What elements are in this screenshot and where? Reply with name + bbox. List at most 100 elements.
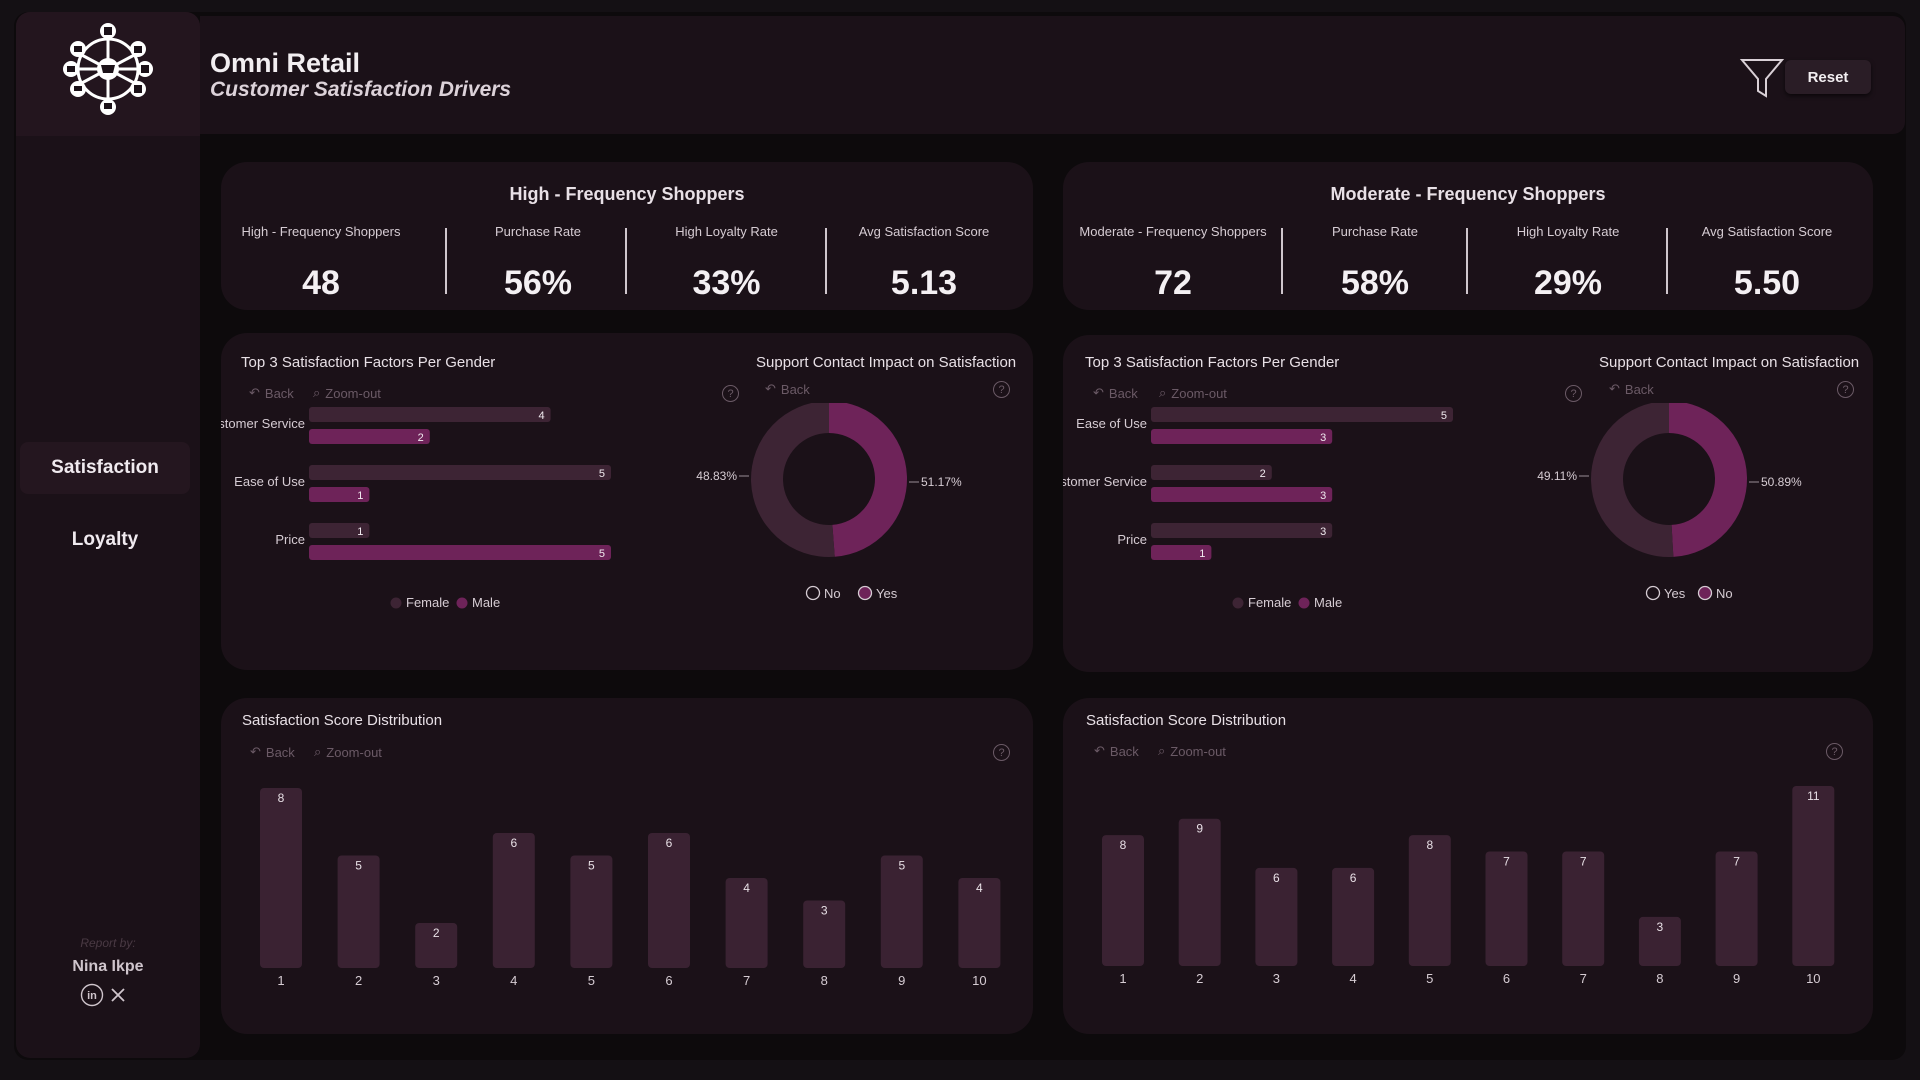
factor-bar-female bbox=[309, 523, 370, 538]
distribution-bar-value: 5 bbox=[355, 859, 362, 873]
high-factors-chart: Customer Service 4 2 Ease of Use 5 1 Price 1 5 Fe… bbox=[221, 407, 611, 610]
distribution-bar bbox=[337, 855, 380, 968]
factor-bar-value: 3 bbox=[1320, 490, 1326, 502]
kpi-label: Purchase Rate bbox=[495, 224, 581, 239]
distribution-bar-value: 3 bbox=[1657, 920, 1664, 934]
filter-icon[interactable] bbox=[1739, 56, 1785, 102]
moderate-kpi-panel: Moderate - Frequency Shoppers Moderate -… bbox=[1063, 162, 1873, 310]
distribution-tick-label: 2 bbox=[355, 973, 362, 988]
donut-slice-no bbox=[829, 403, 907, 557]
distribution-tick-label: 10 bbox=[1806, 971, 1820, 986]
page-title: Omni Retail bbox=[210, 48, 361, 78]
linkedin-icon[interactable]: in bbox=[80, 983, 104, 1007]
legend-swatch-male bbox=[1298, 597, 1310, 609]
zoom-out-button[interactable]: ⌕ Zoom-out bbox=[314, 744, 382, 760]
kpi-value: 48 bbox=[302, 264, 340, 302]
zoom-out-button[interactable]: ⌕ Zoom-out bbox=[1159, 385, 1227, 401]
factor-category-label: Ease of Use bbox=[234, 474, 305, 489]
distribution-bar bbox=[415, 923, 458, 968]
factor-bar-value: 2 bbox=[1260, 468, 1266, 480]
distribution-tick-label: 6 bbox=[665, 973, 672, 988]
distribution-bar-value: 6 bbox=[510, 836, 517, 850]
distribution-tick-label: 8 bbox=[1656, 971, 1663, 986]
reset-button[interactable]: Reset bbox=[1785, 60, 1871, 94]
help-icon[interactable]: ? bbox=[1565, 385, 1582, 402]
factor-bar-female bbox=[1151, 465, 1272, 480]
retail-network-logo-icon bbox=[63, 23, 153, 115]
zoom-out-label: Zoom-out bbox=[1171, 385, 1227, 401]
back-arrow-icon: ↶ bbox=[1093, 385, 1104, 400]
back-button[interactable]: ↶ Back bbox=[250, 744, 295, 760]
distribution-bar bbox=[958, 878, 1001, 968]
kpi-divider bbox=[825, 228, 827, 294]
kpi-moderate-purchase-rate: Purchase Rate 58% bbox=[1285, 224, 1465, 303]
distribution-tick-label: 10 bbox=[972, 973, 986, 988]
back-button[interactable]: ↶ Back bbox=[765, 381, 810, 397]
legend-label-no: No bbox=[1716, 586, 1733, 601]
kpi-moderate-avg-satisfaction: Avg Satisfaction Score 5.50 bbox=[1670, 224, 1864, 303]
nav-item-loyalty[interactable]: Loyalty bbox=[71, 529, 139, 550]
zoom-out-button[interactable]: ⌕ Zoom-out bbox=[313, 385, 381, 401]
help-icon[interactable]: ? bbox=[1826, 743, 1843, 760]
high-support-donut: 51.17% 48.83% No Yes bbox=[696, 403, 962, 601]
distribution-bar-value: 6 bbox=[1350, 871, 1357, 885]
high-distribution-chart: 8 1 5 2 2 3 6 4 5 5 6 6 4 7 3 8 5 9 4 10 bbox=[260, 788, 1001, 988]
page-subtitle: Customer Satisfaction Drivers bbox=[210, 78, 512, 101]
kpi-divider bbox=[1666, 228, 1668, 294]
high-support-title: Support Contact Impact on Satisfaction bbox=[756, 354, 1017, 371]
kpi-label: High - Frequency Shoppers bbox=[241, 224, 401, 239]
back-button[interactable]: ↶ Back bbox=[1093, 385, 1138, 401]
credit-label: Report by: bbox=[80, 936, 136, 950]
distribution-bar bbox=[1102, 835, 1144, 966]
zoom-out-icon: ⌕ bbox=[313, 385, 321, 400]
factor-bar-value: 1 bbox=[357, 526, 363, 538]
kpi-divider bbox=[625, 228, 627, 294]
distribution-bar bbox=[1715, 851, 1758, 966]
factor-bar-value: 1 bbox=[1199, 548, 1205, 560]
moderate-factors-chart: Ease of Use 5 3 Customer Service 2 3 Price 3 1 Fe… bbox=[1063, 407, 1453, 610]
back-label: Back bbox=[1624, 381, 1654, 397]
distribution-tick-label: 9 bbox=[898, 973, 905, 988]
kpi-label: High Loyalty Rate bbox=[675, 224, 778, 239]
factor-bar-value: 3 bbox=[1320, 432, 1326, 444]
back-arrow-icon: ↶ bbox=[249, 385, 260, 400]
kpi-high-loyalty-rate: High Loyalty Rate 33% bbox=[629, 224, 824, 303]
factor-bar-male bbox=[309, 545, 611, 560]
legend-label-female: Female bbox=[1248, 595, 1291, 610]
donut-value-label: 50.89% bbox=[1761, 475, 1802, 489]
nav-item-satisfaction[interactable]: Satisfaction bbox=[20, 442, 190, 494]
back-button[interactable]: ↶ Back bbox=[249, 385, 294, 401]
zoom-out-icon: ⌕ bbox=[1159, 385, 1167, 400]
distribution-bar-value: 4 bbox=[743, 881, 750, 895]
moderate-panel-title: Moderate - Frequency Shoppers bbox=[1330, 184, 1606, 204]
back-button[interactable]: ↶ Back bbox=[1094, 743, 1139, 759]
back-label: Back bbox=[264, 385, 294, 401]
distribution-tick-label: 2 bbox=[1196, 971, 1203, 986]
legend-label-yes: Yes bbox=[1664, 586, 1686, 601]
zoom-out-button[interactable]: ⌕ Zoom-out bbox=[1158, 743, 1226, 759]
kpi-value: 29% bbox=[1533, 264, 1603, 302]
help-icon[interactable]: ? bbox=[1837, 381, 1854, 398]
high-kpi-panel: High - Frequency Shoppers High - Frequen… bbox=[221, 162, 1033, 310]
zoom-out-label: Zoom-out bbox=[325, 385, 381, 401]
factor-bar-value: 5 bbox=[599, 468, 605, 480]
help-icon[interactable]: ? bbox=[993, 744, 1010, 761]
factor-category-label: Price bbox=[1117, 532, 1147, 547]
back-label: Back bbox=[1109, 743, 1139, 759]
back-button[interactable]: ↶ Back bbox=[1609, 381, 1654, 397]
x-twitter-icon[interactable] bbox=[110, 987, 126, 1003]
distribution-tick-label: 9 bbox=[1733, 971, 1740, 986]
distribution-bar bbox=[725, 878, 768, 968]
distribution-bar-value: 7 bbox=[1503, 854, 1510, 868]
donut-slice-yes bbox=[750, 403, 835, 557]
help-icon[interactable]: ? bbox=[993, 381, 1010, 398]
distribution-bar-value: 4 bbox=[976, 881, 983, 895]
help-icon[interactable]: ? bbox=[722, 385, 739, 402]
kpi-moderate-shoppers: Moderate - Frequency Shoppers 72 bbox=[1078, 224, 1268, 303]
distribution-tick-label: 3 bbox=[433, 973, 440, 988]
legend-swatch-female bbox=[1232, 597, 1244, 609]
distribution-bar-value: 8 bbox=[278, 791, 285, 805]
factor-bar-female bbox=[309, 407, 551, 422]
legend-label-yes: Yes bbox=[876, 586, 898, 601]
kpi-moderate-loyalty-rate: High Loyalty Rate 29% bbox=[1470, 224, 1666, 303]
